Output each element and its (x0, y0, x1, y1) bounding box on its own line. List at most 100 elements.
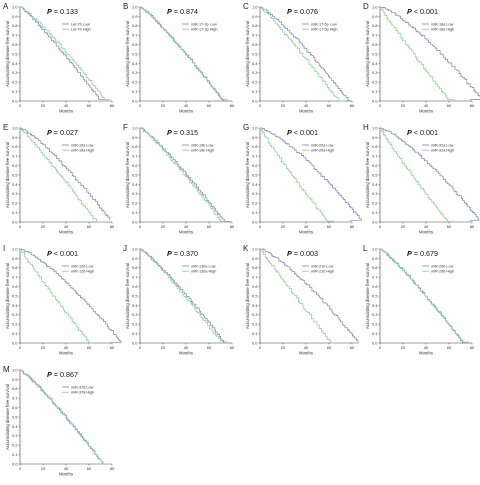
x-tick-label: 80 (110, 466, 115, 471)
y-tick-label: 0.2 (12, 80, 18, 85)
x-tick-label: 80 (110, 224, 115, 229)
y-tick-label: 0.5 (12, 51, 18, 56)
y-tick-label: 1.0 (12, 246, 18, 251)
p-value: P = 0.867 (47, 370, 78, 379)
y-tick-label: 0.5 (132, 172, 138, 177)
y-tick-label: 0.3 (252, 191, 258, 196)
y-tick-label: 0.2 (372, 80, 378, 85)
y-tick-label: 0.5 (252, 172, 258, 177)
y-tick-label: 0.4 (12, 182, 18, 187)
panel-label: E (3, 123, 8, 132)
y-tick-label: 0.4 (252, 61, 258, 66)
x-tick-label: 40 (304, 224, 309, 229)
x-tick-label: 60 (207, 345, 212, 350)
y-tick-label: 0.8 (132, 23, 138, 28)
panel-label: L (363, 244, 368, 253)
x-tick-label: 80 (110, 345, 115, 350)
y-tick-label: 0.5 (252, 51, 258, 56)
y-tick-label: 0.3 (12, 433, 18, 438)
p-symbol: P (407, 249, 412, 258)
y-tick-label: 0.3 (132, 191, 138, 196)
y-axis-label: Accumulating disease free survival (125, 21, 130, 87)
x-tick-label: 60 (87, 345, 92, 350)
x-tick-label: 0 (19, 466, 22, 471)
series-line-low (20, 369, 110, 465)
y-tick-label: 0.2 (252, 322, 258, 327)
p-symbol: P (47, 370, 52, 379)
legend-entry: miR-20a Low (311, 143, 334, 147)
x-tick-label: 0 (139, 345, 142, 350)
y-tick-label: 0.9 (372, 14, 378, 19)
y-tick-label: 0.4 (132, 182, 138, 187)
y-tick-label: 0.1 (132, 210, 138, 215)
y-tick-label: 0.6 (132, 163, 138, 168)
y-tick-label: 0.2 (132, 322, 138, 327)
y-tick-label: 0.7 (132, 275, 138, 280)
series-line-high (260, 248, 338, 344)
p-symbol: P (47, 128, 52, 137)
y-tick-label: 0.7 (132, 154, 138, 159)
p-symbol: P (287, 128, 292, 137)
legend-entry: miR-19b High (191, 149, 214, 153)
y-tick-label: 0.6 (372, 163, 378, 168)
y-tick-label: 0.9 (372, 135, 378, 140)
y-tick-label: 0.6 (12, 42, 18, 47)
p-symbol: P (47, 7, 52, 16)
series-line-low (140, 6, 230, 102)
legend-entry: miR-19a High (71, 149, 94, 153)
y-tick-label: 0.1 (372, 89, 378, 94)
x-tick-label: 60 (447, 345, 452, 350)
km-plot-a: A 0.0 0.1 0.2 0.3 0.4 0.5 0.6 0.7 0.8 0.9 1.0 0 20 40 6… (3, 2, 115, 114)
y-tick-label: 1.0 (372, 125, 378, 130)
y-tick-label: 0.3 (132, 70, 138, 75)
legend-entry: miR-19a Low (71, 143, 94, 147)
km-panel-f: F 0.0 0.1 0.2 0.3 0.4 0.5 0.6 0.7 0.8 0.9 1.0 0 20 40 6… (120, 121, 240, 242)
y-tick-label: 0.6 (372, 284, 378, 289)
p-operator: = (292, 7, 300, 16)
y-axis-label: Accumulating disease free survival (125, 263, 130, 329)
legend-entry: miR-17-3p Low (191, 22, 217, 26)
x-tick-label: 20 (161, 345, 166, 350)
legend-entry: miR-18a High (431, 28, 454, 32)
y-axis-label: Accumulating disease free survival (5, 263, 10, 329)
y-tick-label: 0.4 (372, 182, 378, 187)
y-tick-label: 0.6 (12, 284, 18, 289)
panel-label: B (123, 2, 128, 11)
x-tick-label: 20 (161, 103, 166, 108)
x-tick-label: 40 (424, 103, 429, 108)
legend-entry: miR-92a Low (431, 143, 454, 147)
legend-entry: miR-17-5p High (311, 28, 338, 32)
x-axis-label: Months (179, 109, 193, 114)
legend-entry: miR-130a Low (191, 264, 216, 268)
y-tick-label: 0.1 (12, 452, 18, 457)
p-operator: = (52, 7, 60, 16)
series-line-low (20, 248, 122, 344)
x-axis-label: Months (419, 109, 433, 114)
y-tick-label: 0.4 (12, 424, 18, 429)
y-tick-label: 0.5 (372, 172, 378, 177)
km-plot-j: J 0.0 0.1 0.2 0.3 0.4 0.5 0.6 0.7 0.8 0.9 1.0 0 20 40 6… (123, 244, 235, 356)
legend-entry: miR-296 High (431, 270, 454, 274)
x-tick-label: 20 (401, 345, 406, 350)
x-tick-label: 60 (87, 103, 92, 108)
p-operator: = (52, 128, 60, 137)
x-axis-label: Months (59, 230, 73, 235)
legend-entry: Let-7b Low (71, 22, 90, 26)
p-operator: = (172, 249, 180, 258)
series-line-high (20, 127, 104, 223)
x-tick-label: 20 (41, 466, 46, 471)
y-tick-label: 0.9 (372, 256, 378, 261)
series-line-high (380, 127, 455, 222)
y-tick-label: 0.8 (12, 265, 18, 270)
y-axis-label: Accumulating disease free survival (365, 21, 370, 87)
series-line-low (20, 127, 111, 221)
x-tick-label: 0 (379, 345, 382, 350)
x-tick-label: 80 (470, 345, 475, 350)
km-plot-c: C 0.0 0.1 0.2 0.3 0.4 0.5 0.6 0.7 0.8 0.9 1.0 0 20 40 6… (243, 2, 355, 114)
x-tick-label: 80 (470, 224, 475, 229)
x-tick-label: 0 (259, 103, 262, 108)
y-tick-label: 0.1 (252, 210, 258, 215)
y-axis-label: Accumulating disease free survival (245, 263, 250, 329)
x-tick-label: 0 (139, 103, 142, 108)
series-line-high (20, 369, 110, 465)
